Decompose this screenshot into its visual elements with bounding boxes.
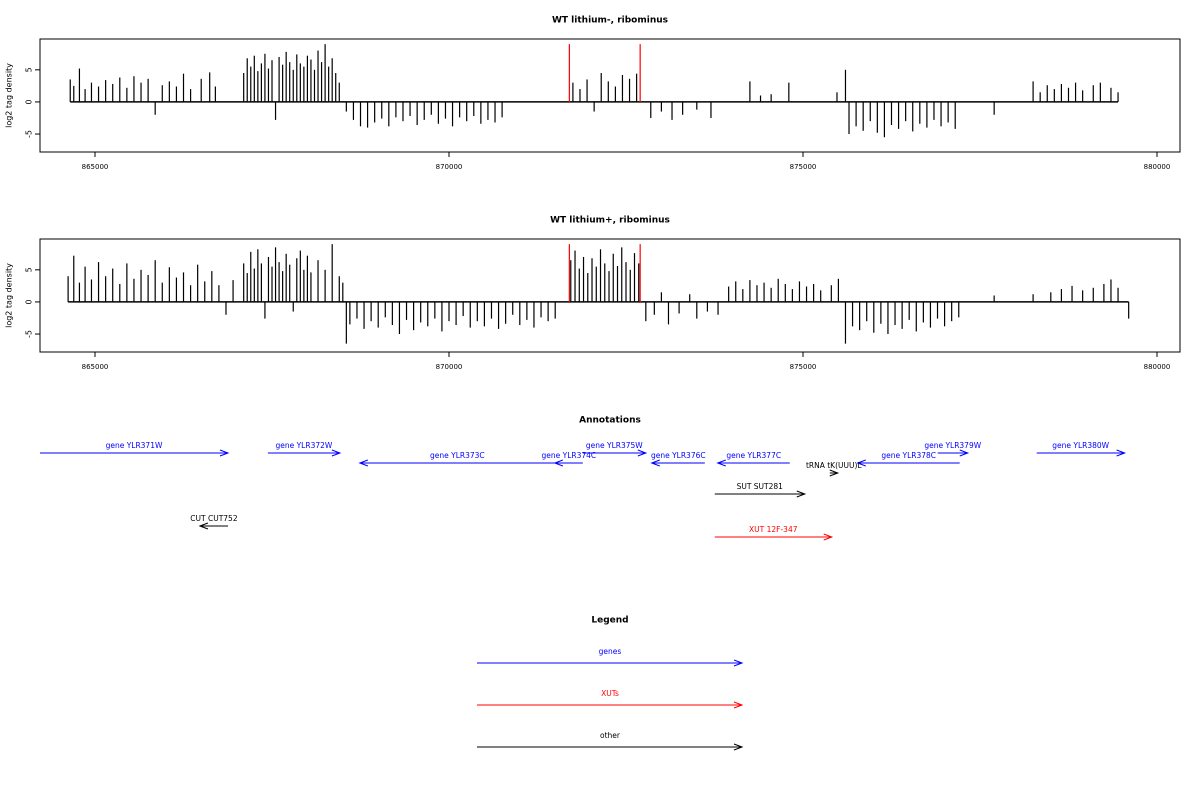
x-tick-label: 865000 [82, 363, 109, 371]
legend-label: XUTs [601, 689, 619, 698]
legend-label: other [600, 731, 621, 740]
y-axis-label: log2 tag density [5, 63, 14, 128]
feature-arrow [650, 459, 705, 467]
feature-label: gene YLR375W [586, 441, 643, 450]
chart-title: WT lithium-, ribominus [552, 16, 668, 26]
feature-label: gene YLR373C [430, 451, 485, 460]
annotation-title: Annotations [579, 416, 641, 426]
feature-label: CUT CUT752 [190, 514, 238, 523]
feature-arrow [716, 459, 790, 467]
feature-arrow [1036, 449, 1127, 457]
feature-arrow [40, 449, 230, 457]
feature-arrow [714, 533, 834, 541]
feature-arrow [358, 459, 555, 467]
feature-label: gene YLR374C [542, 451, 597, 460]
x-tick-label: 880000 [1144, 363, 1171, 371]
y-tick-label: -5 [25, 130, 34, 138]
feature-arrow [198, 522, 228, 530]
legend-title: Legend [591, 616, 628, 626]
feature-label: gene YLR376C [651, 451, 706, 460]
legend-arrow [477, 743, 744, 751]
x-tick-label: 870000 [436, 363, 463, 371]
y-tick-label: 0 [25, 299, 34, 304]
plot-frame [39, 238, 1181, 353]
y-tick-label: -5 [25, 330, 34, 338]
y-tick-label: 0 [25, 99, 34, 104]
x-tick-label: 880000 [1144, 163, 1171, 171]
feature-label: gene YLR380W [1052, 441, 1109, 450]
feature-label: tRNA tK(UUU)L [806, 461, 862, 470]
y-axis-label: log2 tag density [5, 263, 14, 328]
feature-label: gene YLR378C [881, 451, 936, 460]
legend-arrow [477, 659, 744, 667]
chart-title: WT lithium+, ribominus [550, 216, 670, 226]
feature-arrow [829, 469, 840, 477]
feature-arrow [714, 490, 807, 498]
feature-arrow [582, 449, 648, 457]
y-tick-label: 5 [25, 267, 34, 272]
x-tick-label: 875000 [790, 163, 817, 171]
x-tick-label: 870000 [436, 163, 463, 171]
feature-label: SUT SUT281 [737, 482, 784, 491]
legend-arrow [477, 701, 744, 709]
x-tick-label: 875000 [790, 363, 817, 371]
feature-label: XUT 12F-347 [749, 525, 798, 534]
feature-label: gene YLR371W [106, 441, 163, 450]
x-tick-label: 865000 [82, 163, 109, 171]
annotation-track [40, 449, 1127, 541]
y-tick-label: 5 [25, 67, 34, 72]
feature-arrow [267, 449, 342, 457]
feature-label: gene YLR377C [726, 451, 781, 460]
feature-arrow [937, 449, 970, 457]
feature-arrow [856, 459, 960, 467]
feature-label: gene YLR372W [275, 441, 332, 450]
feature-label: gene YLR379W [924, 441, 981, 450]
feature-arrow [553, 459, 583, 467]
plot-frame [39, 38, 1181, 153]
legend-label: genes [599, 647, 622, 656]
